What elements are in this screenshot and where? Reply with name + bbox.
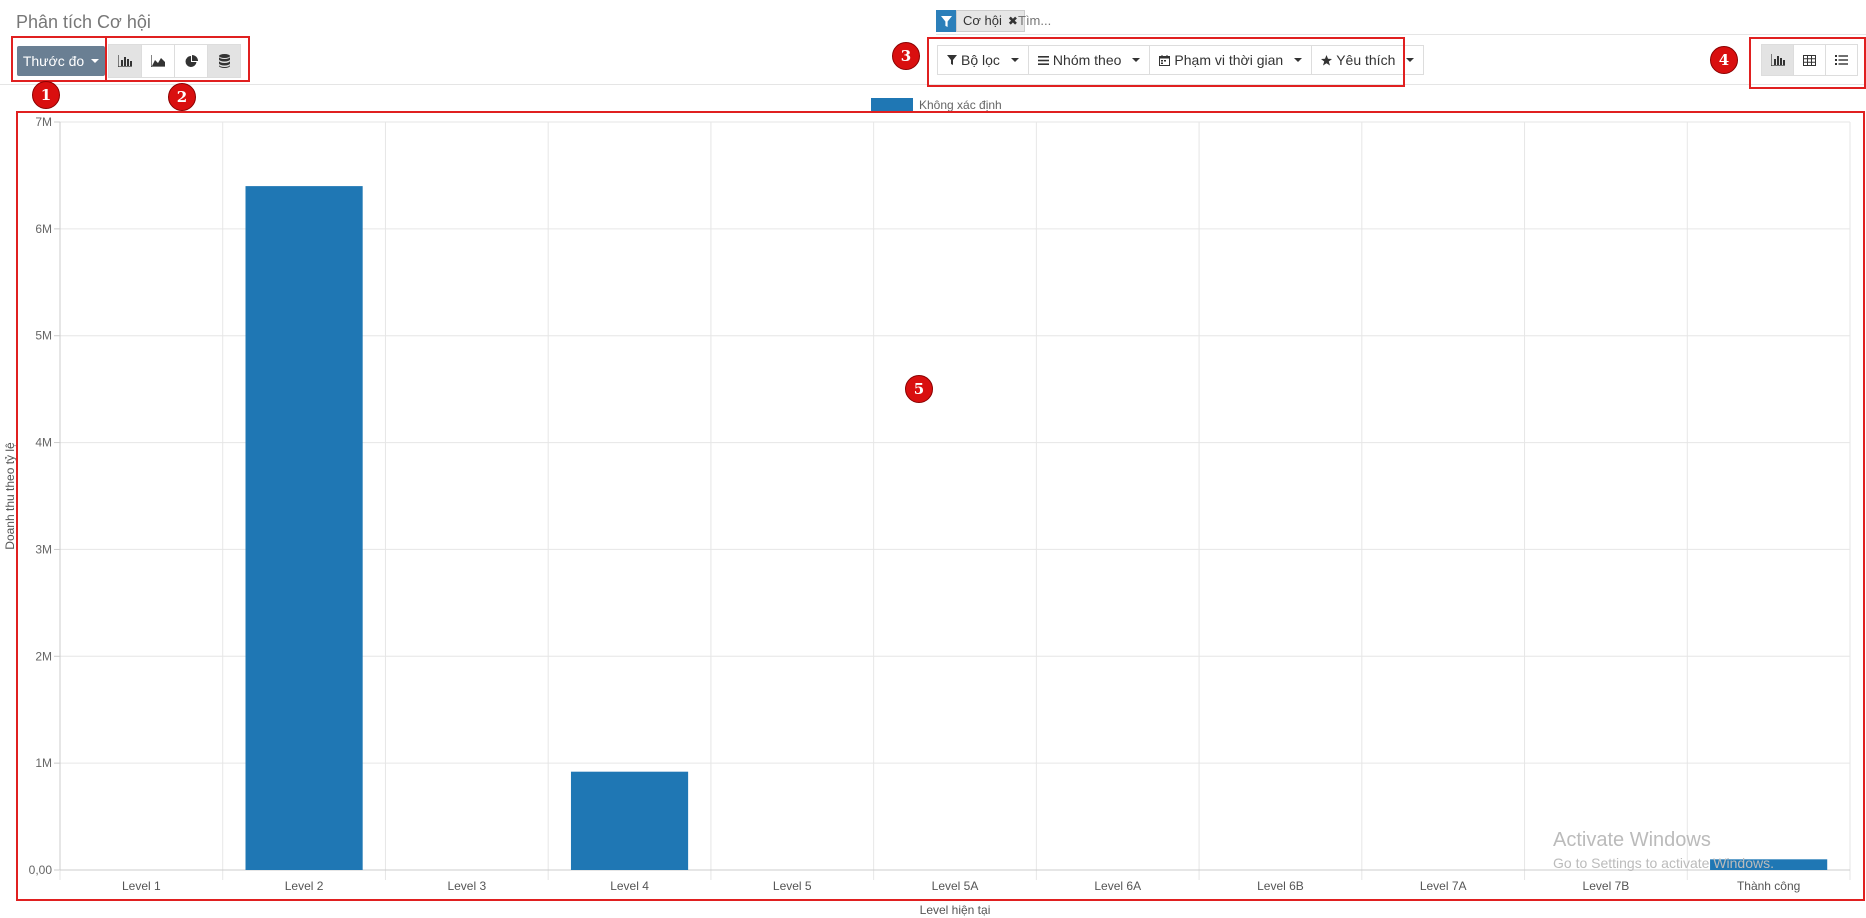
y-tick-label: 4M	[35, 436, 52, 450]
y-tick-label: 6M	[35, 222, 52, 236]
favorites-button-label: Yêu thích	[1336, 52, 1396, 68]
y-tick-label: 1M	[35, 756, 52, 770]
group-by-button[interactable]: Nhóm theo	[1027, 45, 1151, 75]
x-tick-label: Level 5	[773, 879, 812, 893]
annotation-badge-4: 4	[1710, 46, 1738, 74]
toolbar-divider	[0, 84, 1866, 85]
stacked-button[interactable]	[207, 44, 241, 78]
annotation-badge-5: 5	[905, 375, 933, 403]
x-tick-label: Level 6B	[1257, 879, 1304, 893]
filter-button[interactable]: Bộ lọc	[937, 45, 1029, 75]
chevron-down-icon	[1294, 58, 1303, 62]
favorites-button[interactable]: Yêu thích	[1311, 45, 1425, 75]
list-view-button[interactable]	[1825, 44, 1858, 76]
page-title: Phân tích Cơ hội	[16, 12, 151, 32]
annotation-badge-2: 2	[168, 83, 196, 111]
y-tick-label: 0,00	[29, 863, 53, 877]
chevron-down-icon	[1406, 58, 1415, 62]
search-panel: Bộ lọc Nhóm theo Phạm vi thời gian Yêu t…	[937, 45, 1425, 75]
x-tick-label: Level 3	[447, 879, 486, 893]
annotation-box-4	[1749, 37, 1866, 89]
pie-chart-button[interactable]	[174, 44, 208, 78]
x-tick-label: Level 7A	[1420, 879, 1467, 893]
y-axis-title: Doanh thu theo tỷ lệ	[3, 442, 17, 550]
bar[interactable]	[1710, 859, 1828, 870]
close-icon[interactable]: ✖	[1007, 14, 1018, 28]
filter-icon	[936, 10, 956, 32]
list-icon	[1037, 55, 1049, 65]
pivot-view-icon	[1803, 54, 1816, 66]
x-tick-label: Level 7B	[1583, 879, 1630, 893]
view-switcher	[1761, 44, 1858, 76]
annotation-badge-3: 3	[892, 42, 920, 70]
search-bar[interactable]: Cơ hội ✖	[936, 10, 1866, 35]
watermark-title: Activate Windows	[1553, 829, 1711, 851]
x-tick-label: Level 1	[122, 879, 161, 893]
annotation-box-1	[11, 36, 107, 82]
chart-type-group	[108, 44, 241, 78]
y-tick-label: 7M	[35, 115, 52, 129]
facet-value: Cơ hội	[963, 13, 1002, 28]
y-tick-label: 3M	[35, 542, 52, 556]
search-facet[interactable]: Cơ hội ✖	[936, 10, 1025, 32]
group-by-button-label: Nhóm theo	[1052, 52, 1122, 68]
x-tick-label: Level 6A	[1094, 879, 1141, 893]
filter-icon	[947, 55, 957, 65]
bar-chart-icon	[118, 55, 132, 67]
chevron-down-icon	[1132, 58, 1141, 62]
chevron-down-icon	[1010, 58, 1019, 62]
pie-chart-icon	[185, 54, 198, 67]
x-tick-label: Thành công	[1737, 879, 1800, 893]
chart-legend[interactable]: Không xác định	[871, 98, 1002, 112]
x-axis-title: Level hiện tại	[920, 903, 991, 917]
legend-label: Không xác định	[919, 98, 1002, 112]
annotation-badge-1: 1	[32, 81, 60, 109]
x-tick-label: Level 4	[610, 879, 649, 893]
annotation-box-5	[16, 111, 1865, 901]
star-icon	[1321, 54, 1333, 65]
watermark-subtitle: Go to Settings to activate Windows.	[1553, 855, 1774, 871]
x-tick-label: Level 5A	[932, 879, 979, 893]
x-tick-label: Level 2	[285, 879, 324, 893]
graph-view-icon	[1770, 54, 1785, 66]
y-tick-label: 2M	[35, 649, 52, 663]
line-chart-button[interactable]	[141, 44, 175, 78]
annotation-box-3	[927, 37, 1405, 87]
filter-button-label: Bộ lọc	[961, 52, 1000, 68]
measure-button[interactable]: Thước đo	[17, 46, 105, 76]
time-range-button[interactable]: Phạm vi thời gian	[1149, 45, 1313, 75]
bar[interactable]	[245, 186, 363, 871]
legend-swatch	[871, 98, 913, 112]
y-tick-label: 5M	[35, 329, 52, 343]
search-input[interactable]	[1016, 12, 1320, 29]
chevron-down-icon	[91, 59, 100, 63]
annotation-box-2	[105, 36, 250, 82]
bar[interactable]	[570, 771, 689, 870]
list-view-icon	[1835, 55, 1848, 65]
database-icon	[218, 54, 230, 68]
bar-chart-button[interactable]	[108, 44, 142, 78]
area-chart-icon	[151, 55, 165, 67]
time-range-button-label: Phạm vi thời gian	[1174, 52, 1284, 68]
measure-button-label: Thước đo	[22, 53, 85, 69]
calendar-icon	[1159, 54, 1171, 66]
